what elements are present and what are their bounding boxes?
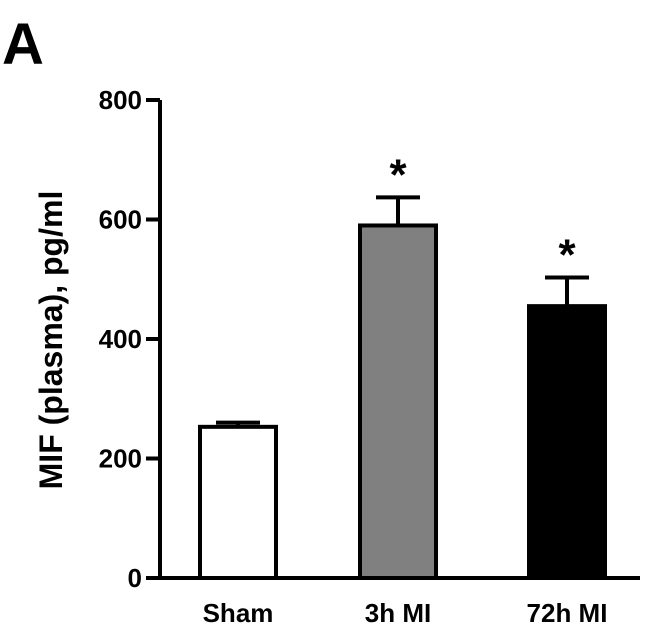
panel-label: A (2, 12, 44, 77)
y-tick-label: 400 (99, 324, 142, 354)
y-tick-label: 0 (128, 563, 142, 593)
bar (527, 304, 607, 580)
y-axis-title: MIF (plasma), pg/ml (33, 191, 69, 490)
plot-area: 0 200 400 600 800 Sham 3h MI * 72h MI * (99, 85, 640, 628)
y-tick-label: 200 (99, 444, 142, 474)
x-category-label: 3h MI (365, 598, 431, 628)
bar (198, 424, 278, 580)
bar (358, 223, 438, 580)
y-tick-label: 800 (99, 85, 142, 115)
x-category-label: 72h MI (527, 598, 608, 628)
y-tick-label: 600 (99, 205, 142, 235)
significance-marker: * (389, 150, 407, 199)
x-category-label: Sham (203, 598, 274, 628)
significance-marker: * (558, 230, 576, 279)
